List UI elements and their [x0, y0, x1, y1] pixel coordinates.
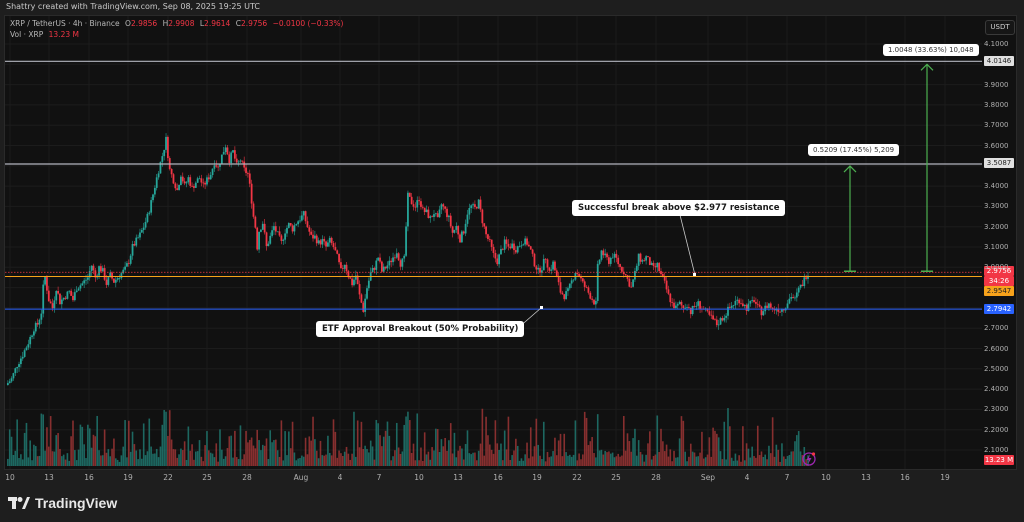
price-tick: 2.4000: [984, 385, 1009, 394]
date-tick: 7: [376, 473, 382, 482]
price-tick: 3.3000: [984, 202, 1009, 211]
orange-level-tag: 2.9547: [984, 286, 1014, 296]
etf-callout[interactable]: ETF Approval Breakout (50% Probability): [316, 321, 525, 337]
tradingview-logo[interactable]: TradingView: [8, 495, 117, 511]
chart-credit: Shattry created with TradingView.com, Se…: [6, 2, 260, 11]
date-tick: 25: [611, 473, 621, 482]
price-tick: 3.9000: [984, 80, 1009, 89]
brand-name: TradingView: [35, 495, 118, 511]
price-tick: 2.2000: [984, 425, 1009, 434]
volume-value: 13.23 M: [48, 30, 79, 39]
resistance-callout[interactable]: Successful break above $2.977 resistance: [572, 200, 786, 216]
price-tick: 3.8000: [984, 100, 1009, 109]
date-tick: 28: [242, 473, 252, 482]
currency-button[interactable]: USDT: [985, 20, 1015, 35]
price-tick: 2.6000: [984, 344, 1009, 353]
date-tick: 13: [453, 473, 463, 482]
price-tick: 4.1000: [984, 40, 1009, 48]
volume-tag: 13.23 M: [984, 455, 1014, 465]
price-tick: 2.7000: [984, 324, 1009, 333]
price-tick: 3.0000: [984, 263, 1009, 272]
date-tick: 19: [532, 473, 542, 482]
level-tag-top: 4.0146: [984, 56, 1014, 66]
date-tick: 16: [84, 473, 94, 482]
price-tick: 3.6000: [984, 141, 1009, 150]
date-tick: 13: [44, 473, 54, 482]
tradingview-logo-icon: [8, 497, 30, 509]
date-tick: Aug: [293, 473, 309, 482]
low-value: 2.9614: [204, 19, 231, 28]
blue-level-tag: 2.7942: [984, 304, 1014, 314]
price-tick: 3.1000: [984, 243, 1009, 251]
measure-label-2[interactable]: 1.0048 (33.63%) 10,048: [883, 44, 979, 56]
change-value: −0.0100 (−0.33%): [272, 19, 344, 28]
footer: TradingView: [0, 484, 1024, 522]
price-tick: 2.1000: [984, 446, 1009, 454]
date-tick: 13: [861, 473, 871, 482]
date-tick: 10: [414, 473, 424, 482]
date-tick: 19: [940, 473, 950, 482]
date-tick: 4: [744, 473, 750, 482]
price-tick: 2.5000: [984, 364, 1009, 373]
date-tick: 16: [900, 473, 910, 482]
date-tick: 4: [337, 473, 343, 482]
date-tick: Sep: [700, 473, 716, 482]
date-tick: 22: [572, 473, 582, 482]
price-tick: 3.7000: [984, 121, 1009, 130]
measure-label-1[interactable]: 0.5209 (17.45%) 5,209: [808, 144, 900, 156]
chart-pane[interactable]: [4, 15, 1017, 470]
last-price-tag: 2.9756: [984, 266, 1014, 276]
close-value: 2.9756: [240, 19, 268, 28]
time-axis[interactable]: 10 13 16 19 22 25 28 Aug 4 7 10 13 16 19 22 25 28 Sep 4 7 10…: [4, 470, 982, 484]
date-tick: 28: [651, 473, 661, 482]
volume-label[interactable]: Vol · XRP: [10, 30, 44, 39]
date-tick: 10: [821, 473, 831, 482]
bar-countdown-tag: 34:26: [984, 276, 1014, 286]
date-tick: 22: [163, 473, 173, 482]
level-tag-mid: 3.5087: [984, 158, 1014, 168]
date-tick: 19: [123, 473, 133, 482]
news-flash-icon: [802, 452, 816, 466]
high-value: 2.9908: [168, 19, 195, 28]
open-value: 2.9856: [130, 19, 158, 28]
date-tick: 7: [784, 473, 790, 482]
chart-legend: XRP / TetherUS · 4h · Binance O2.9856 H2…: [10, 18, 343, 40]
symbol-name[interactable]: XRP / TetherUS · 4h · Binance: [10, 19, 120, 28]
price-tick: 2.3000: [984, 405, 1009, 414]
date-tick: 16: [493, 473, 503, 482]
date-tick: 25: [202, 473, 212, 482]
price-tick: 3.2000: [984, 222, 1009, 231]
volume-legend-row: Vol · XRP 13.23 M: [10, 29, 343, 40]
date-tick: 10: [5, 473, 15, 482]
symbol-legend-row: XRP / TetherUS · 4h · Binance O2.9856 H2…: [10, 19, 344, 28]
price-tick: 3.4000: [984, 182, 1009, 191]
